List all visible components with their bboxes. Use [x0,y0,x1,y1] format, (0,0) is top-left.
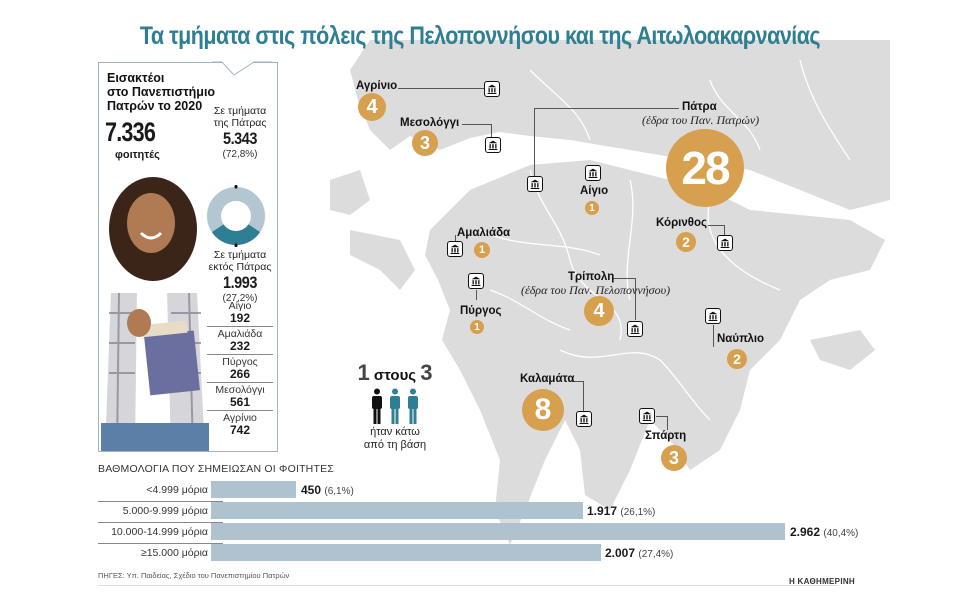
tripoli-seat-note: (έδρα του Παν. Πελοποννήσου) [521,283,671,297]
admissions-panel: Εισακτέοι στο Πανεπιστήμιο Πατρών το 202… [98,62,278,452]
in-patras-pct: (72,8%) [222,149,258,160]
map-label-kalamata: Καλαμάτα [520,373,575,385]
university-icon [627,321,643,337]
person-icon-below [372,388,382,424]
department-count-circle: 4 [584,296,614,326]
map-label-agrinio: Αγρίνιο [356,80,398,92]
publisher-logo: Η ΚΑΘΗΜΕΡΙΝΗ [788,577,855,586]
patra-seat-note: (έδρα του Παν. Πατρών) [642,113,760,127]
score-bar-row: <4.999 μόρια 450 (6,1%) [98,481,888,502]
panel-heading: Εισακτέοι στο Πανεπιστήμιο Πατρών το 202… [107,71,216,113]
department-count-circle: 3 [661,445,687,471]
leader-line [612,278,636,320]
score-bar-value: 2.007 (27,4%) [605,546,674,560]
outside-patras-block: Σε τμήματα εκτός Πάτρας 1.993 (27,2%) [201,249,279,304]
university-icon [447,241,463,257]
university-icon [717,235,733,251]
map-label-korinthos: Κόρινθος [656,217,707,229]
leader-line [713,325,714,347]
sources-note: ΠΗΓΕΣ: Υπ. Παιδείας, Σχέδιο του Πανεπιστ… [98,571,290,580]
map-label-sparti: Σπάρτη [645,430,687,442]
university-icon [468,273,484,289]
university-icon [705,308,721,324]
score-bar-row: 10.000-14.999 μόρια 2.962 (40,4%) [98,523,888,544]
score-bar-row: 5.000-9.999 μόρια 1.917 (26,1%) [98,502,888,523]
map-label-amaliada: Αμαλιάδα [457,227,511,239]
one-in-three-heading: 1 στους 3 [357,360,433,385]
student-photo [101,177,209,451]
leader-line [708,225,725,235]
score-bar [211,544,601,561]
leader-line [462,124,492,138]
outside-patras-city-list: Αίγιο 192 Αμαλιάδα 232 Πύργος 266 Μεσολόγγι… [207,299,273,438]
city-stat-item: Αμαλιάδα 232 [207,327,273,355]
department-count-circle: 2 [676,232,696,252]
infographic-title: Τα τμήματα στις πόλεις της Πελοποννήσου … [139,22,821,50]
city-stat-item: Αίγιο 192 [207,299,273,327]
department-count-circle: 3 [412,130,438,156]
city-stat-item: Πύργος 266 [207,355,273,383]
score-bar-value: 1.917 (26,1%) [587,504,656,518]
map-label-aigio: Αίγιο [580,185,609,197]
patras-split: Σε τμήματα της Πάτρας 5.343 (72,8%) [201,63,279,160]
outside-patras-pct: (27,2%) [222,293,258,304]
university-icon [576,411,592,427]
score-bar [211,523,785,540]
leader-line [572,381,584,411]
department-count-circle: 1 [470,320,484,334]
panel-notch [212,61,272,76]
person-icon [390,388,400,424]
outside-patras-value: 1.993 [222,273,258,292]
in-patras-block: Σε τμήματα της Πάτρας 5.343 (72,8%) [201,105,279,160]
department-count-circle: 8 [522,389,564,431]
map-label-pyrgos: Πύργος [460,305,502,317]
leader-line [656,416,668,430]
row-divider [98,501,223,502]
score-bar [211,502,583,519]
map-label-mesolongi: Μεσολόγγι [400,117,460,129]
department-count-circle: 1 [474,242,490,258]
score-bar-value: 450 (6,1%) [301,483,354,497]
university-icon [484,81,500,97]
score-bar [211,481,296,498]
leader-line [398,88,484,89]
department-count-circle: 2 [727,349,747,369]
total-students-value: 7.336 [105,117,156,147]
map-label-patra: Πάτρα [682,101,717,113]
city-stat-item: Μεσολόγγι 561 [207,383,273,411]
total-students-unit: φοιτητές [115,149,160,161]
map-label-tripoli: Τρίπολη [568,271,615,283]
one-in-three-callout: 1 στους 3 ήταν κάτω από τη βάση [355,360,435,452]
patras-donut-chart [207,185,265,247]
department-count-circle: 4 [358,93,386,121]
person-icon [408,388,418,424]
row-divider [98,522,223,523]
leader-line [476,290,477,300]
footer-divider [98,585,838,586]
score-bar-row: ≥15.000 μόρια 2.007 (27,4%) [140,544,674,561]
people-pictogram [355,388,435,424]
leader-line [534,108,679,176]
university-icon [527,176,543,192]
row-divider [98,543,223,544]
scores-chart-title: ΒΑΘΜΟΛΟΓΙΑ ΠΟΥ ΣΗΜΕΙΩΣΑΝ ΟΙ ΦΟΙΤΗΤΕΣ [98,463,334,475]
map-label-nafplio: Ναύπλιο [717,333,765,345]
university-icon [585,165,601,181]
city-stat-item: Αγρίνιο 742 [223,412,257,437]
leader-line [455,235,456,241]
score-bar-value: 2.962 (40,4%) [790,525,859,539]
department-count-circle: 28 [666,129,744,207]
department-count-circle: 1 [585,201,599,215]
university-icon [639,408,655,424]
university-icon [485,137,501,153]
in-patras-value: 5.343 [222,129,258,148]
